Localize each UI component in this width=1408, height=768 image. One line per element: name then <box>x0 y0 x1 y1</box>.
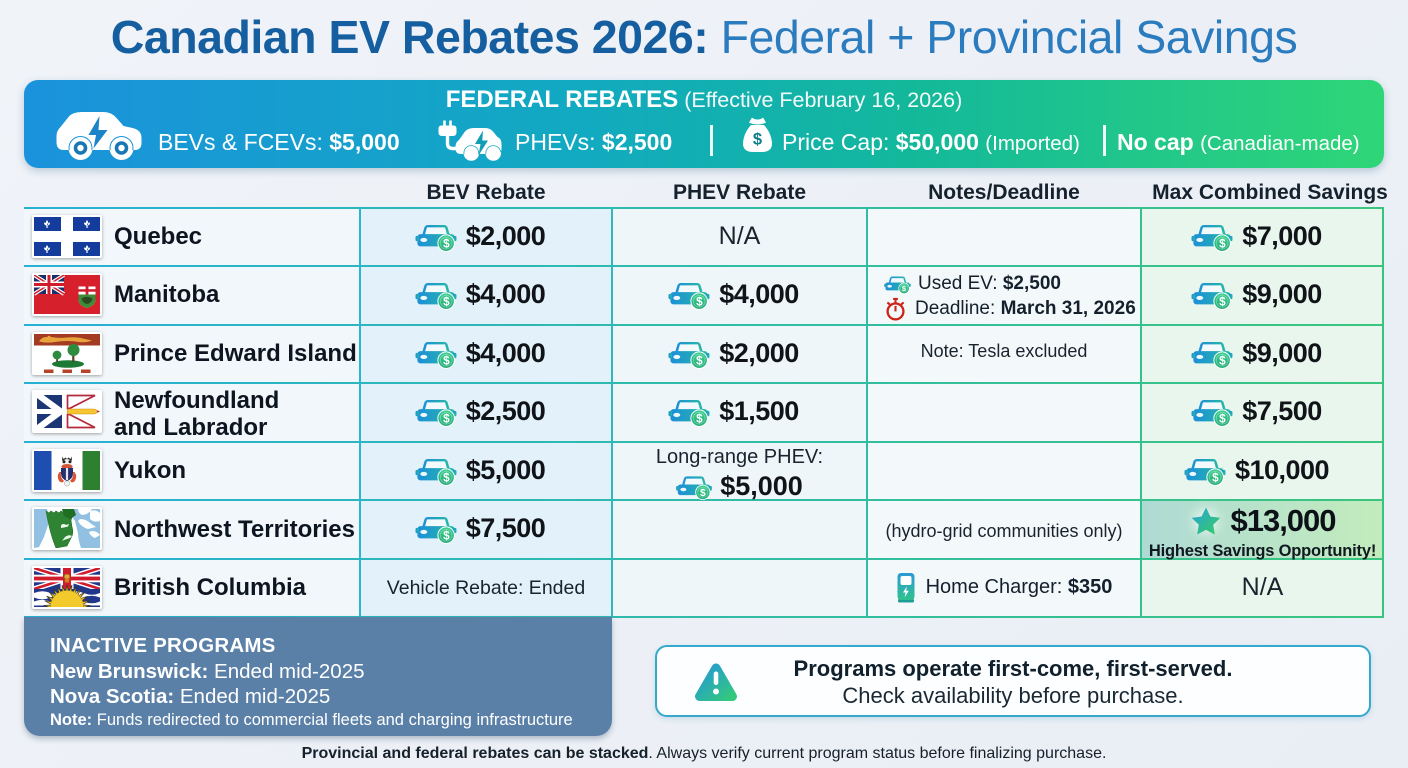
svg-text:$: $ <box>753 131 762 149</box>
